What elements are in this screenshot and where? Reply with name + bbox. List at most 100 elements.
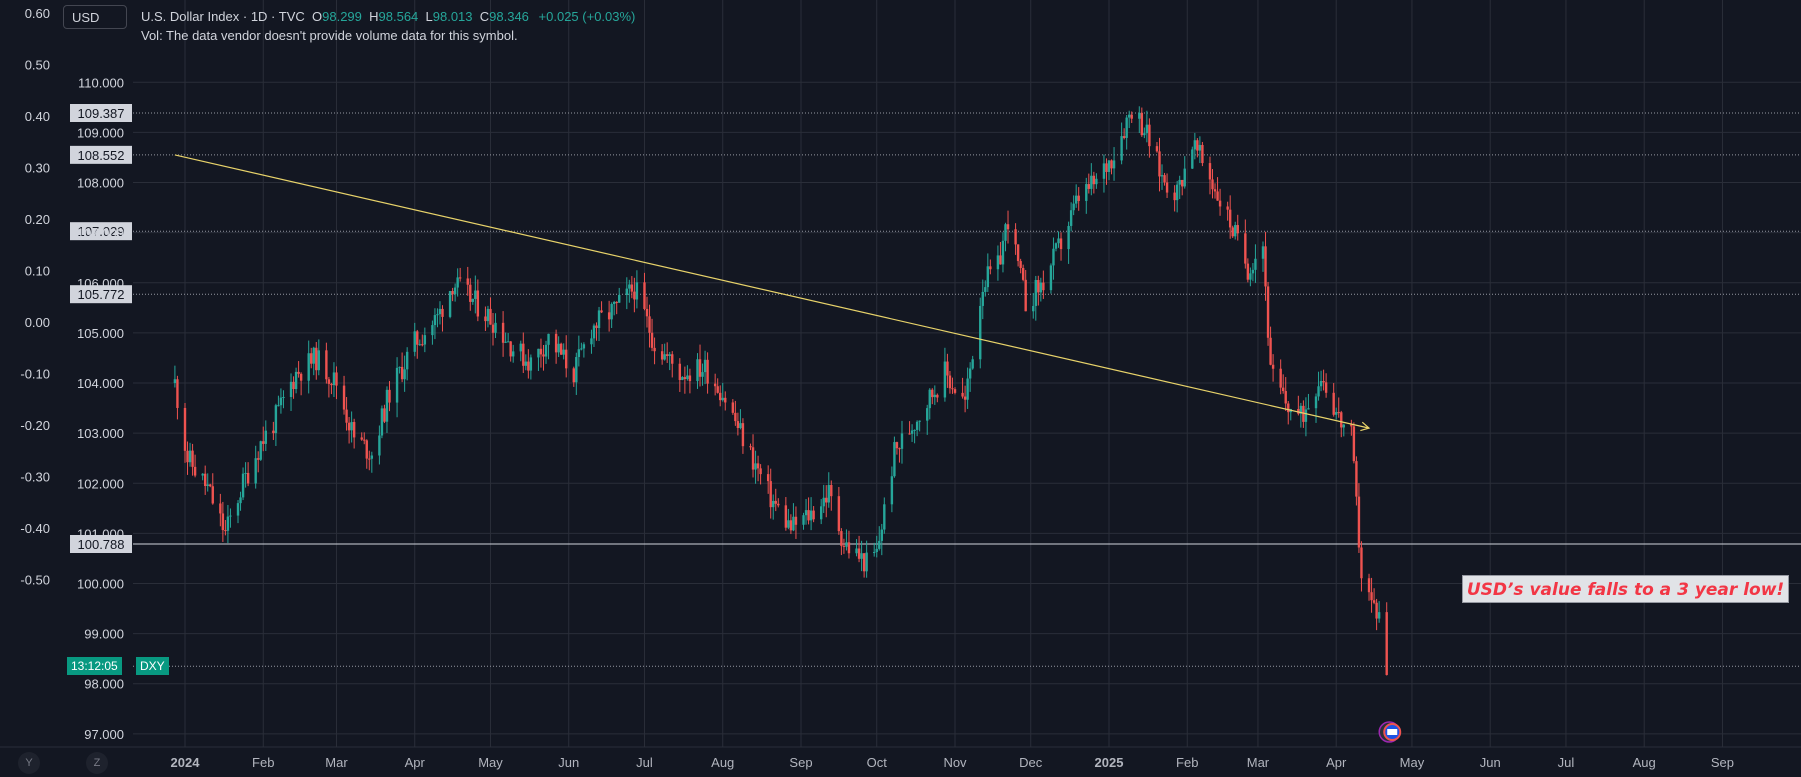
candle-body [895,442,899,449]
candle-body [1249,273,1252,280]
candle-body [1130,114,1133,119]
candle-body [968,368,972,379]
candle-body [1335,412,1338,415]
time-tick-label: Mar [1247,755,1270,770]
candle-body [635,282,639,300]
candle-body [1251,269,1255,274]
price-level-label: 107.029 [78,224,125,239]
symbol-search-box[interactable]: USD [63,5,127,29]
candle-body [590,338,593,345]
candle-body [1069,210,1073,226]
candle-body [862,553,866,572]
candle-body [910,430,914,434]
candle-body [257,458,260,460]
candle-body [211,486,214,504]
candle-body [453,287,457,295]
candle-body [1322,381,1325,383]
candle-body [246,472,250,484]
candle-body [176,379,179,408]
candle-body [769,481,772,508]
candle-body [703,359,707,373]
candle-body [830,484,833,497]
percent-axis: 0.60 0.50 0.40 0.30 0.20 0.10 0.00 -0.10 -0.20 -0… [20,6,50,588]
candle-body [643,282,646,309]
candle-body [559,343,563,355]
candle-body [615,301,618,303]
candle-body [317,350,321,371]
candle-body [926,408,929,421]
candle-body [713,383,717,387]
candle-body [423,335,427,345]
time-tick-label: 2024 [171,755,201,770]
percent-tick-label: 0.00 [25,315,50,330]
candle-body [1102,163,1106,179]
candle-body [1352,426,1356,462]
candle-body [471,298,475,302]
candle-body [395,367,399,403]
candle-body [1266,286,1270,338]
candle-body [1201,144,1204,164]
candle-body [363,439,366,441]
candle-body [289,381,293,397]
candle-body [1198,144,1202,151]
candle-body [1181,179,1184,187]
candle-body [825,497,828,503]
legend-title: U.S. Dollar Index · 1D · TVC [141,9,305,24]
candle-body [893,442,896,477]
candle-body [1254,258,1257,270]
candle-body [1059,238,1063,250]
candle-body [1105,163,1108,172]
candle-body [436,314,439,316]
price-level-label: 105.772 [78,287,125,302]
candle-body [1231,227,1234,237]
candle-body [315,347,318,371]
candle-body [1165,182,1169,193]
z-scale-toggle[interactable]: Z [86,752,108,774]
candle-body [625,288,629,296]
candle-body [789,520,793,531]
candle-body [751,447,755,470]
candle-body [918,420,921,422]
candle-body [368,458,371,460]
candle-body [999,255,1002,265]
annotation-callout[interactable]: USD’s value falls to a 3 year low! [1462,575,1789,603]
candle-body [416,331,419,345]
candle-body [398,366,401,368]
candle-body [706,359,709,384]
candle-body [688,375,692,382]
candle-body [1155,146,1159,152]
candle-body [206,484,209,486]
candle-body [1037,280,1040,293]
candle-body [683,377,687,380]
candle-body [749,446,752,448]
candle-body [400,366,404,380]
candle-body [855,548,858,554]
candle-body [1158,151,1161,177]
candle-body [633,291,636,300]
candle-body [1175,184,1179,201]
candle-body [908,433,911,435]
candle-body [671,354,674,364]
candle-body [262,441,265,444]
candle-body [792,516,795,531]
y-scale-toggle[interactable]: Y [18,752,40,774]
candle-body [229,515,232,517]
candle-body [1269,337,1272,365]
candle-body [221,513,225,531]
grid-lines [133,0,1801,747]
candle-body [1375,602,1378,619]
candle-body [1042,282,1045,291]
candle-body [971,359,974,369]
candle-body [628,284,631,289]
candle-body [1261,246,1265,259]
event-flag-icon [1378,721,1402,743]
candle-body [607,312,611,320]
time-tick-label: Sep [789,755,812,770]
price-tick-label: 110.000 [78,75,124,90]
price-axis: 110.000 109.000 108.000 107.000 106.000 105.0… [77,75,124,742]
close-label: C [479,9,490,24]
candle-body [209,484,212,487]
time-tick-label: Apr [405,755,426,770]
candle-body [504,341,507,343]
